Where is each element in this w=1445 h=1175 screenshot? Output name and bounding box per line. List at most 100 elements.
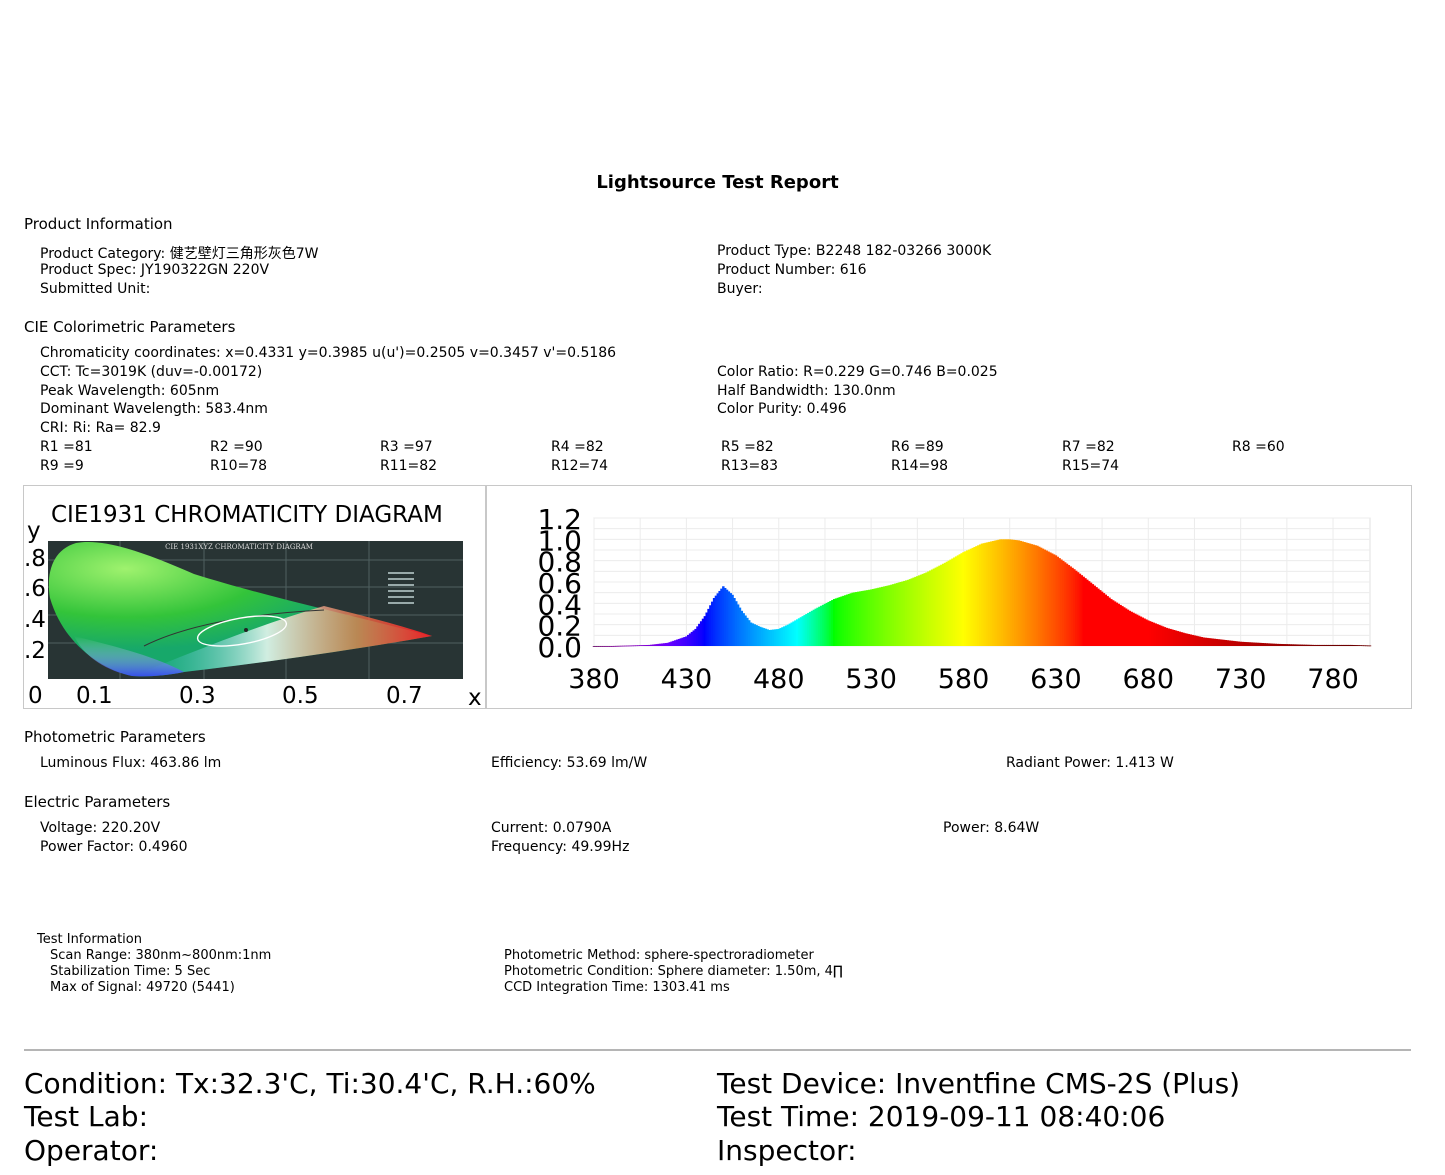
spectrum-bar: [1167, 628, 1170, 646]
spectrum-bar: [762, 628, 766, 646]
spectrum-bar: [1102, 593, 1106, 646]
x-tick-label: 430: [661, 664, 713, 695]
spectrum-bar: [1117, 603, 1120, 646]
spectrum-bar: [1220, 639, 1224, 646]
spectrum-bar: [797, 618, 801, 646]
spectrum-bar: [949, 559, 952, 646]
warm-region: [132, 606, 432, 677]
product-number: Product Number: 616: [717, 262, 867, 278]
spectrum-bar: [905, 580, 908, 646]
spectrum-bar: [914, 576, 917, 646]
spectrum-bar: [1047, 551, 1050, 646]
spectrum-bar: [925, 572, 928, 646]
spectrum-bar: [1184, 633, 1187, 646]
spectrum-bar: [919, 574, 923, 646]
y-tick: .8: [24, 546, 46, 572]
spectrum-bar: [675, 639, 679, 646]
spectrum-bar: [698, 623, 701, 646]
spectrum-bar: [1054, 555, 1058, 646]
spectrum-bar: [953, 557, 956, 646]
spectrum-bar: [1123, 607, 1126, 646]
y-tick-label: 0.0: [537, 631, 582, 664]
cri: CRI: Ri: Ra= 82.9: [40, 420, 161, 436]
spectrum-bar: [879, 587, 882, 646]
spectrum-bar: [941, 563, 945, 646]
spectrum-bar: [1036, 545, 1039, 646]
spectrum-bar: [1124, 608, 1128, 646]
y-axis-label: y: [27, 518, 41, 544]
spectrum-bar: [735, 601, 738, 646]
voltage: Voltage: 220.20V: [40, 820, 161, 836]
spectrum-bar: [1359, 645, 1362, 646]
spectrum-bar: [1250, 642, 1253, 646]
spectrum-bar: [1060, 559, 1063, 646]
spectrum-bar: [707, 608, 710, 646]
spectrum-bar: [1365, 645, 1368, 647]
spectrum-bar: [1108, 597, 1111, 646]
spectrum-bar: [620, 645, 623, 647]
spectrum-bar: [1355, 645, 1359, 646]
spectrum-bar: [1307, 644, 1311, 646]
spectrum-bar: [1185, 633, 1189, 646]
spectrum-bar: [814, 608, 817, 646]
spectrum-bar: [882, 586, 886, 646]
spectrum-bar: [969, 548, 973, 646]
spectrum-bar: [862, 590, 865, 646]
spectrum-bars: [592, 539, 1372, 647]
y-tick: .2: [24, 638, 46, 664]
spectrum-bar: [775, 629, 779, 646]
spectrum-bar: [1145, 619, 1148, 646]
y-tick-label: 1.0: [537, 524, 582, 557]
radiant-power: Radiant Power: 1.413 W: [1006, 755, 1174, 771]
spectrum-chart: 0.00.20.40.60.81.01.2 380 430 480 530 580 630…: [537, 503, 1372, 695]
spectrum-bar: [733, 598, 736, 646]
spectrum-bar: [803, 615, 806, 646]
spectrum-bar: [842, 595, 845, 646]
cct: CCT: Tc=3019K (duv=-0.00172): [40, 364, 263, 380]
spectrum-bar: [618, 645, 622, 647]
spectrum-bar: [1202, 637, 1205, 646]
spectrum-bar: [1095, 587, 1098, 646]
spectrum-bar: [670, 641, 673, 646]
spectrum-bar: [1156, 624, 1159, 646]
spectrum-bar: [1309, 644, 1313, 646]
spectrum-bar: [853, 592, 856, 646]
spectrum-bar: [683, 637, 686, 646]
spectrum-bar: [1339, 644, 1342, 646]
spectrum-bar: [858, 591, 862, 646]
spectrum-bar: [720, 588, 723, 646]
spectrum-bar: [1143, 618, 1146, 646]
spectrum-bar: [1178, 631, 1181, 646]
spectrum-bar: [753, 624, 756, 646]
spectrum-bar: [1041, 548, 1045, 646]
spectrum-bar: [1030, 544, 1034, 646]
y-tick-label: 0.6: [537, 567, 582, 600]
spectrum-bar: [877, 587, 880, 646]
spectrum-bar: [1269, 643, 1272, 646]
spectrum-bar: [1115, 602, 1119, 646]
spectrum-bar: [749, 622, 753, 646]
spectrum-bar: [943, 562, 947, 646]
spectrum-bar: [1254, 642, 1257, 646]
spectrum-bar: [1294, 644, 1298, 646]
spectrum-bar: [991, 541, 995, 646]
spectrum-bar: [651, 644, 655, 646]
spectrum-bar: [781, 627, 784, 646]
spectrum-bar: [929, 570, 932, 646]
submitted-unit: Submitted Unit:: [40, 281, 151, 297]
spectrum-bar: [1256, 642, 1259, 646]
spectrum-bar: [954, 556, 958, 646]
spectrum-bar: [1104, 594, 1108, 646]
spectrum-bar: [1222, 639, 1226, 646]
ccd-integration-time: CCD Integration Time: 1303.41 ms: [504, 980, 730, 995]
spectrum-bar: [921, 573, 925, 646]
spectrum-bar: [624, 645, 627, 647]
spectrum-bar: [699, 621, 703, 646]
spectrum-bar: [988, 541, 991, 646]
spectrum-bar: [1023, 542, 1026, 646]
power-factor: Power Factor: 0.4960: [40, 839, 188, 855]
spectrum-bar: [1058, 558, 1061, 646]
ri-value: R6 =89: [891, 439, 944, 455]
spectrum-bar: [692, 630, 695, 646]
spectrum-bar: [1012, 539, 1015, 646]
